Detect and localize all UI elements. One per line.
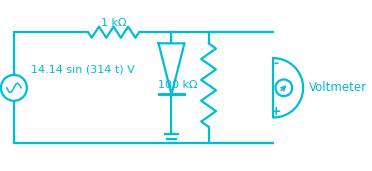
Text: +: + bbox=[271, 105, 282, 119]
Text: 14.14 sin (314 t) V: 14.14 sin (314 t) V bbox=[31, 64, 134, 74]
Text: 100 kΩ: 100 kΩ bbox=[158, 80, 198, 90]
Text: -: - bbox=[274, 57, 279, 70]
Text: Voltmeter: Voltmeter bbox=[309, 81, 367, 94]
Text: 1 kΩ: 1 kΩ bbox=[101, 18, 126, 28]
